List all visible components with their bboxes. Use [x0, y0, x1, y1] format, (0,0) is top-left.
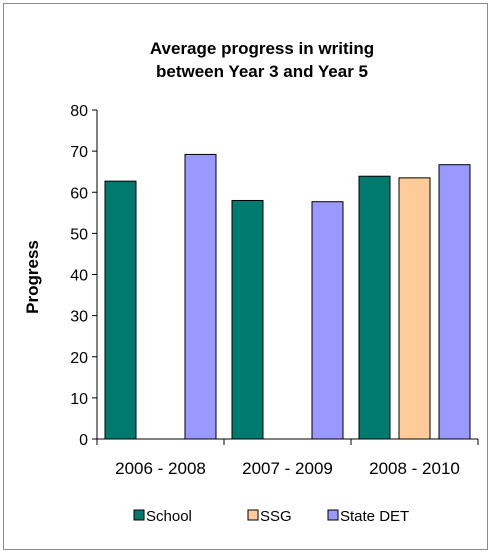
legend-swatch-school [133, 509, 145, 521]
legend-label-ssg: SSG [260, 508, 292, 525]
y-tick-label: 80 [70, 103, 88, 120]
y-tick-label: 40 [70, 268, 88, 285]
x-category-label: 2008 - 2010 [369, 459, 460, 478]
chart-title-line-2: between Year 3 and Year 5 [156, 62, 368, 81]
y-axis-label: Progress [23, 240, 42, 314]
y-tick-label: 60 [70, 185, 88, 202]
bar-ssg-2 [398, 177, 431, 440]
x-category-label: 2006 - 2008 [115, 459, 206, 478]
chart-title-line-1: Average progress in writing [150, 39, 374, 58]
legend-label-state-det: State DET [340, 508, 409, 525]
bar-state-det-1 [311, 201, 344, 440]
y-tick-label: 20 [70, 350, 88, 367]
bar-school-2 [358, 175, 391, 440]
plot-area: 0 10 20 30 40 50 60 70 80 2006 - 2008 2007 - 2009 2… [70, 103, 479, 478]
legend-swatch-ssg [247, 509, 259, 521]
legend: School SSG State DET [133, 508, 409, 525]
legend-swatch-state-det [327, 509, 339, 521]
x-category-label: 2007 - 2009 [242, 459, 333, 478]
bar-school-1 [231, 199, 264, 440]
y-tick-label: 70 [70, 144, 88, 161]
bar-state-det-0 [184, 153, 217, 440]
bar-school-0 [104, 180, 137, 440]
y-tick-label: 10 [70, 391, 88, 408]
y-tick-label: 30 [70, 309, 88, 326]
y-tick-label: 0 [79, 432, 88, 449]
bar-state-det-2 [438, 164, 471, 440]
y-tick-label: 50 [70, 226, 88, 243]
legend-label-school: School [146, 508, 192, 525]
